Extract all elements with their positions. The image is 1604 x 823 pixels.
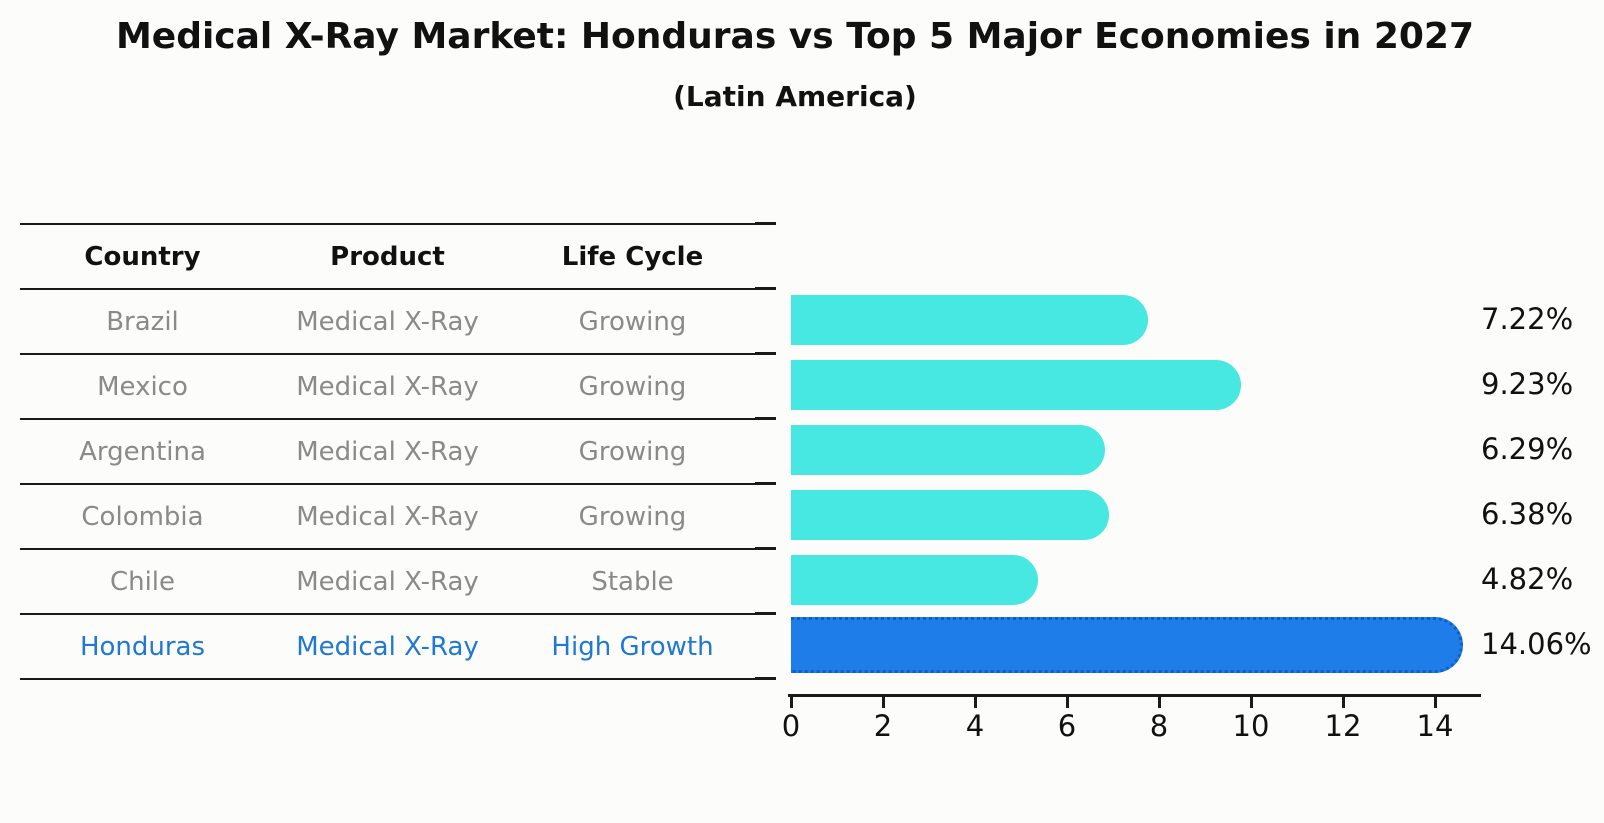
y-axis-tick <box>755 482 776 485</box>
page-title: Medical X-Ray Market: Honduras vs Top 5 … <box>115 16 1475 57</box>
x-axis-tick <box>974 697 977 708</box>
cell-country: Honduras <box>79 631 206 662</box>
x-axis-tick <box>1066 697 1069 708</box>
cell-product: Medical X-Ray <box>296 436 479 467</box>
y-axis-tick <box>755 547 776 550</box>
table-row: Chile Medical X-Ray Stable <box>20 550 755 615</box>
cell-country: Argentina <box>79 436 206 467</box>
cell-country: Colombia <box>81 501 204 532</box>
cell-product: Medical X-Ray <box>296 501 479 532</box>
bar-brazil <box>791 295 1148 345</box>
bar-argentina <box>791 425 1105 475</box>
table-row: Colombia Medical X-Ray Growing <box>20 485 755 550</box>
x-axis-tick-label: 10 <box>1232 709 1270 743</box>
x-axis-tick <box>790 697 793 708</box>
table-body: Brazil Medical X-Ray Growing Mexico Medical … <box>20 290 755 680</box>
y-axis-tick <box>755 677 776 680</box>
bar-colombia <box>791 490 1109 540</box>
cell-country: Chile <box>109 566 176 597</box>
x-axis-line <box>788 694 1481 697</box>
x-axis-tick <box>1158 697 1161 708</box>
y-axis-tick <box>755 612 776 615</box>
table-row: Argentina Medical X-Ray Growing <box>20 420 755 485</box>
x-axis-tick-label: 6 <box>1057 709 1077 743</box>
y-axis-tick <box>755 352 776 355</box>
cell-life-cycle: High Growth <box>551 631 714 662</box>
cell-product: Medical X-Ray <box>296 371 479 402</box>
value-label-honduras: 14.06% <box>1481 627 1592 661</box>
x-axis-tick <box>1434 697 1437 708</box>
bar-mexico <box>791 360 1241 410</box>
y-axis-tick <box>755 417 776 420</box>
country-table: Country Product Life Cycle Brazil Medical… <box>20 223 755 680</box>
cell-life-cycle: Growing <box>578 436 687 467</box>
column-header-life-cycle: Life Cycle <box>561 241 704 272</box>
table-row: Brazil Medical X-Ray Growing <box>20 290 755 355</box>
page-subtitle: (Latin America) <box>673 80 917 113</box>
cell-life-cycle: Growing <box>578 306 687 337</box>
cell-product: Medical X-Ray <box>296 306 479 337</box>
x-axis-tick <box>882 697 885 708</box>
cell-product: Medical X-Ray <box>296 566 479 597</box>
x-axis-tick-label: 4 <box>965 709 985 743</box>
bar-honduras <box>791 617 1463 673</box>
table-row: Mexico Medical X-Ray Growing <box>20 355 755 420</box>
x-axis-tick-label: 2 <box>873 709 893 743</box>
y-axis-tick <box>755 222 776 225</box>
column-header-country: Country <box>84 241 201 272</box>
cell-life-cycle: Growing <box>578 371 687 402</box>
cell-country: Mexico <box>97 371 188 402</box>
x-axis-tick <box>1250 697 1253 708</box>
x-axis-tick-label: 0 <box>781 709 801 743</box>
cell-life-cycle: Stable <box>591 566 674 597</box>
table-header-row: Country Product Life Cycle <box>20 225 755 290</box>
cell-country: Brazil <box>106 306 179 337</box>
cell-product: Medical X-Ray <box>296 631 479 662</box>
value-label-argentina: 6.29% <box>1481 432 1574 466</box>
x-axis-tick-label: 8 <box>1149 709 1169 743</box>
column-header-product: Product <box>330 241 445 272</box>
bar-chile <box>791 555 1038 605</box>
x-axis-tick-label: 14 <box>1416 709 1454 743</box>
value-label-colombia: 6.38% <box>1481 497 1574 531</box>
value-label-brazil: 7.22% <box>1481 302 1574 336</box>
x-axis-tick-label: 12 <box>1324 709 1362 743</box>
y-axis-tick <box>755 287 776 290</box>
value-label-chile: 4.82% <box>1481 562 1574 596</box>
cell-life-cycle: Growing <box>578 501 687 532</box>
value-label-mexico: 9.23% <box>1481 367 1574 401</box>
x-axis-tick <box>1342 697 1345 708</box>
table-row: Honduras Medical X-Ray High Growth <box>20 615 755 680</box>
